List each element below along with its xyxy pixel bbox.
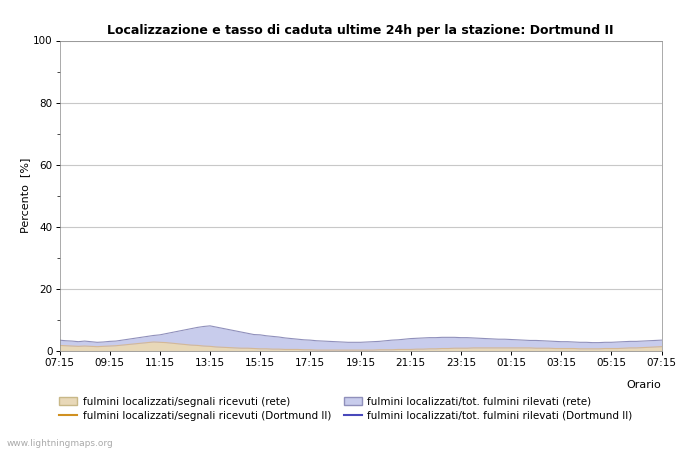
Text: www.lightningmaps.org: www.lightningmaps.org [7,439,113,448]
Title: Localizzazione e tasso di caduta ultime 24h per la stazione: Dortmund II: Localizzazione e tasso di caduta ultime … [107,23,614,36]
Y-axis label: Percento  [%]: Percento [%] [20,158,30,234]
Legend: fulmini localizzati/segnali ricevuti (rete), fulmini localizzati/segnali ricevut: fulmini localizzati/segnali ricevuti (re… [59,396,633,421]
Text: Orario: Orario [626,380,662,390]
